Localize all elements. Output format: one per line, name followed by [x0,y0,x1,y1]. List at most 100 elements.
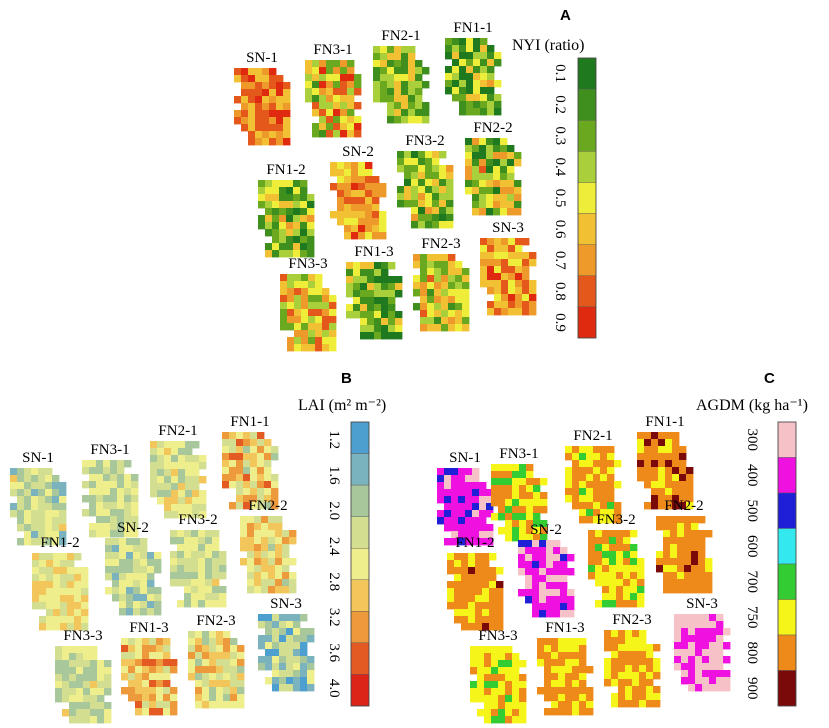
heat-cell [307,635,315,643]
heat-cell [500,145,508,153]
heat-cell [275,579,283,587]
heat-cell [539,561,547,569]
heat-cell [444,475,452,483]
heat-cell [358,169,366,177]
heat-cell [427,261,435,269]
heat-cell [459,108,467,116]
heat-cell [512,506,520,514]
heat-cell [512,660,520,668]
heat-cell [588,572,596,580]
heat-cell [223,694,231,702]
heat-cell [475,581,483,589]
heat-cell [496,595,504,603]
heat-cell [586,453,594,461]
heat-cell [447,553,455,561]
heat-cell [372,218,380,226]
heat-cell [150,462,158,470]
heat-cell [272,628,280,636]
heat-cell [243,460,251,468]
heat-cell [639,658,647,666]
heat-cell [154,608,162,616]
heat-cell [329,302,337,310]
heat-cell [319,74,327,82]
heat-cell [602,551,610,559]
heat-cell [579,687,587,695]
legend-tick-label: 0.4 [552,158,568,177]
heat-cell [482,553,490,561]
heat-cell [494,301,502,309]
heat-cell [572,673,580,681]
heat-cell [567,610,575,618]
heat-cell [602,579,610,587]
heat-cell [240,530,248,538]
heat-cell [347,130,355,138]
legend-swatch [350,611,370,644]
heat-cell [171,455,179,463]
heat-cell [282,530,290,538]
heat-cell [487,101,495,109]
heat-cell [17,489,25,497]
legend-title: AGDM (kg ha⁻¹) [696,397,808,414]
heat-cell [344,197,352,205]
heat-cell [45,524,53,532]
heat-cell [62,660,70,668]
heat-cell [466,73,474,81]
heat-cell [491,464,499,472]
heat-cell [411,221,419,229]
heat-cell [156,694,164,702]
heat-cell [110,474,118,482]
heat-cell [677,516,685,524]
heat-cell [112,587,120,595]
heat-cell [198,530,206,538]
heat-cell [202,680,210,688]
heat-cell [434,303,442,311]
heat-cell [602,544,610,552]
heat-cell [257,502,265,510]
heat-cell [695,621,703,629]
heat-cell [269,89,277,97]
heat-cell [261,530,269,538]
heat-cell [89,481,97,489]
heat-cell [326,116,334,124]
heat-cell [723,628,731,636]
heat-cell [379,211,387,219]
heat-cell [89,467,97,475]
heat-cell [142,701,150,709]
heat-cell [268,523,276,531]
heat-cell [205,600,213,608]
heat-cell [365,218,373,226]
heat-cell [684,586,692,594]
heat-cell [388,283,396,291]
heat-cell [551,645,559,653]
heat-cell [526,464,534,472]
heat-cell [53,595,61,603]
heat-cell [565,708,573,716]
heat-cell [565,446,573,454]
heat-cell [723,684,731,692]
heat-cell [586,708,594,716]
heat-cell [653,686,661,694]
heat-cell [484,681,492,689]
heat-cell [691,516,699,524]
heat-cell [404,200,412,208]
heat-cell [493,138,501,146]
heat-cell [46,602,54,610]
heat-cell [401,81,409,89]
heat-cell [677,579,685,587]
heat-cell [195,659,203,667]
heat-cell [293,614,301,622]
heat-cell [276,117,284,125]
heat-cell [512,513,520,521]
heat-cell [525,589,533,597]
heat-cell [632,672,640,680]
heat-cell [702,649,710,657]
heat-cell [131,495,139,503]
plot-sn-1: SN-1 [437,450,494,546]
heat-cell [415,109,423,117]
heat-cell [607,495,615,503]
heat-cell [212,551,220,559]
heat-cell [529,280,537,288]
heat-cell [448,289,456,297]
heat-cell [679,460,687,468]
heat-cell [272,621,280,629]
